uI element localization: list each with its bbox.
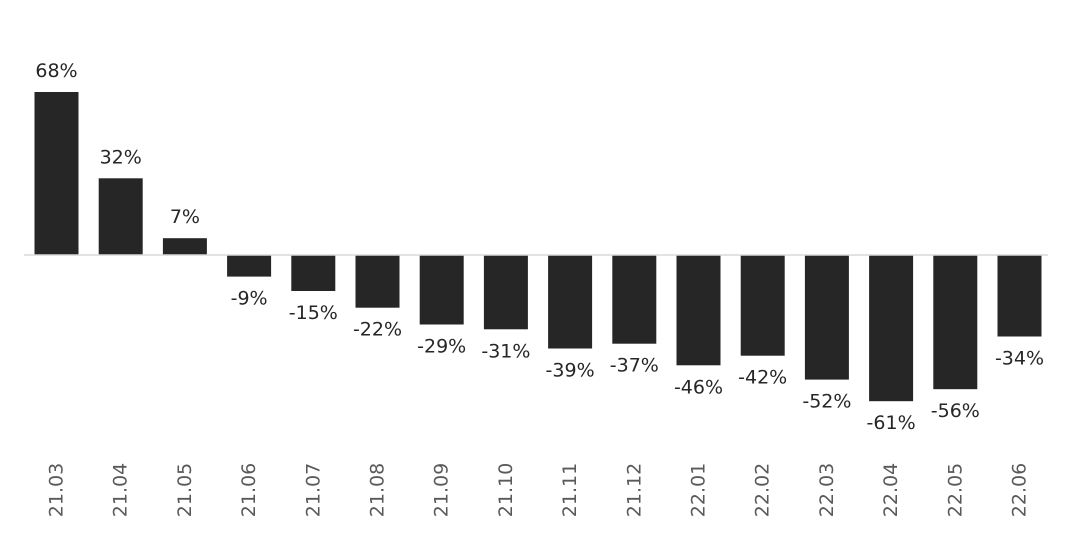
x-tick-label-22.01: 22.01 [688, 463, 710, 517]
bar-21.04 [98, 178, 143, 255]
x-tick-label-21.06: 21.06 [238, 463, 260, 517]
x-tick-label-21.11: 21.11 [559, 463, 581, 517]
data-label-21.09: -29% [417, 336, 466, 358]
data-label-22.04: -61% [867, 412, 916, 434]
data-label-21.10: -31% [481, 340, 530, 362]
data-label-22.05: -56% [931, 400, 980, 422]
bar-21.03 [34, 92, 79, 255]
x-tick-label-22.04: 22.04 [880, 463, 902, 517]
bar-21.08 [355, 255, 400, 308]
data-label-21.07: -15% [289, 302, 338, 324]
data-label-21.03: 68% [35, 60, 77, 82]
x-axis-tick-labels: 21.03 21.04 21.05 21.06 21.07 21.08 21.09 21.10… [46, 463, 1031, 517]
bar-22.06 [997, 255, 1042, 337]
bar-21.06 [227, 255, 272, 277]
data-label-22.06: -34% [995, 348, 1044, 370]
data-label-22.01: -46% [674, 376, 723, 398]
x-tick-label-21.05: 21.05 [174, 463, 196, 517]
data-labels-group: 68%32%7%-9%-15%-22%-29% -31%-39% -37%-46% -… [35, 60, 1044, 434]
data-label-21.06: -9% [231, 288, 268, 310]
bar-22.02 [740, 255, 785, 356]
bar-22.01 [676, 255, 721, 366]
data-label-21.05: 7% [170, 206, 200, 228]
bar-22.03 [804, 255, 849, 380]
data-label-22.03: -52% [802, 391, 851, 413]
x-tick-label-21.09: 21.09 [431, 463, 453, 517]
x-tick-label-21.04: 21.04 [110, 463, 132, 517]
x-tick-label-21.07: 21.07 [302, 463, 324, 517]
bar-21.11 [548, 255, 593, 349]
bar-21.12 [612, 255, 657, 344]
x-tick-label-22.03: 22.03 [816, 463, 838, 517]
bar-21.05 [162, 238, 207, 255]
x-tick-label-21.12: 21.12 [623, 463, 645, 517]
x-tick-label-21.08: 21.08 [367, 463, 389, 517]
x-tick-label-22.02: 22.02 [752, 463, 774, 517]
x-tick-label-21.10: 21.10 [495, 463, 517, 517]
data-label-22.02: -42% [738, 367, 787, 389]
data-label-21.12: -37% [610, 355, 659, 377]
bar-21.09 [419, 255, 464, 325]
bar-22.04 [869, 255, 914, 402]
x-tick-label-22.06: 22.06 [1009, 463, 1031, 517]
bar-21.10 [483, 255, 528, 330]
data-label-21.11: -39% [546, 360, 595, 382]
data-label-21.08: -22% [353, 319, 402, 341]
bar-22.05 [933, 255, 978, 390]
x-tick-label-21.03: 21.03 [46, 463, 68, 517]
data-label-21.04: 32% [100, 146, 142, 168]
x-tick-label-22.05: 22.05 [944, 463, 966, 517]
bars-group [34, 92, 1042, 402]
bar-21.07 [291, 255, 336, 291]
